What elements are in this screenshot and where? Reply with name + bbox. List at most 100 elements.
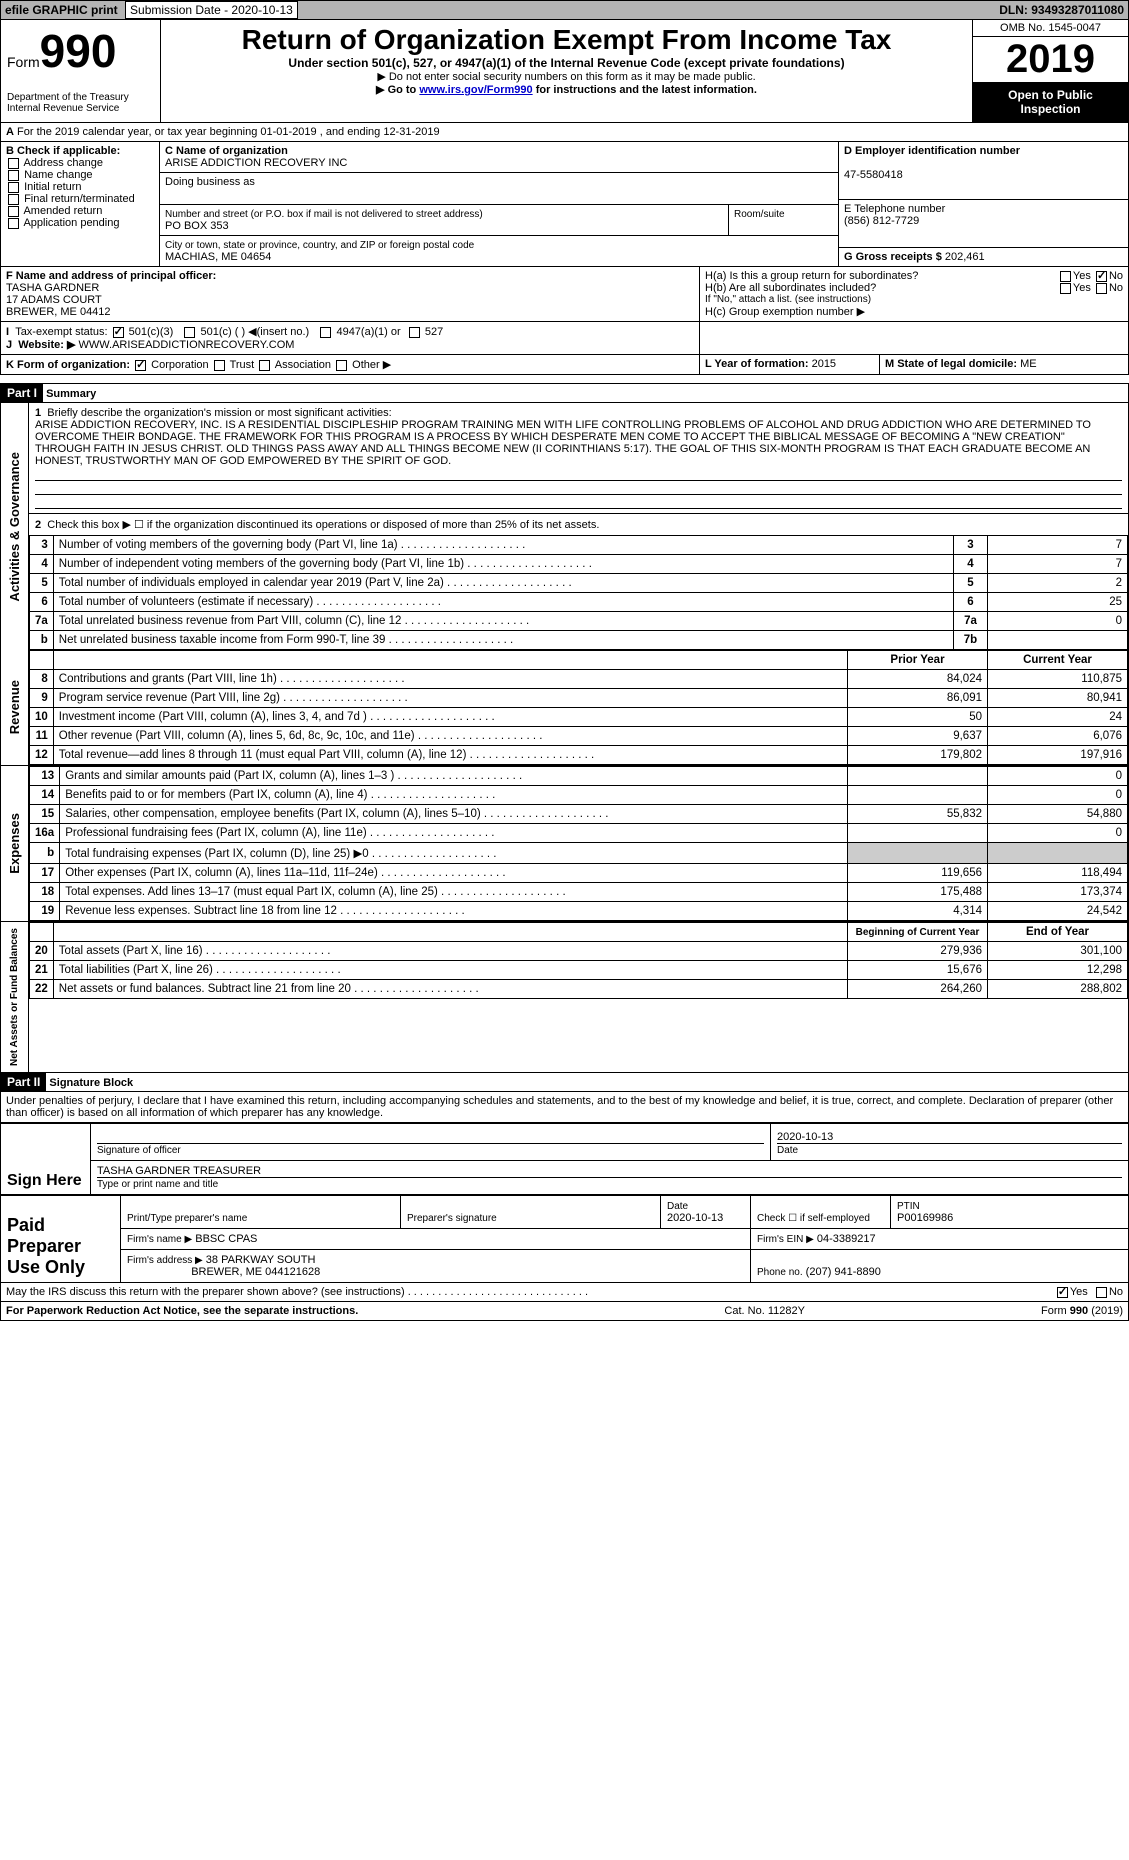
netassets-section: Net Assets or Fund Balances Beginning of… [0, 922, 1129, 1073]
checkbox-other[interactable] [336, 360, 347, 371]
checkbox-initial[interactable] [8, 182, 19, 193]
line-desc: Total assets (Part X, line 16) [53, 942, 847, 961]
checkbox-ha-no[interactable] [1096, 271, 1107, 282]
line-desc: Total revenue—add lines 8 through 11 (mu… [53, 746, 847, 765]
b-opt-2-lbl: Initial return [24, 181, 81, 193]
line2-text: Check this box ▶ ☐ if the organization d… [47, 519, 599, 531]
part2-title: Signature Block [49, 1077, 133, 1089]
side-gov: Activities & Governance [5, 446, 24, 608]
b-opt-0: Address change [6, 157, 154, 169]
prior-year [848, 824, 988, 843]
checkbox-app-pending[interactable] [8, 218, 19, 229]
m-label: M State of legal domicile: [885, 358, 1017, 370]
checkbox-name-change[interactable] [8, 170, 19, 181]
sig-officer-lbl: Signature of officer [97, 1145, 181, 1156]
data-line: 21 Total liabilities (Part X, line 26) 1… [30, 961, 1128, 980]
prior-year: 179,802 [848, 746, 988, 765]
line-desc: Program service revenue (Part VIII, line… [53, 689, 847, 708]
b-opt-2: Initial return [6, 181, 154, 193]
line-num: 20 [30, 942, 54, 961]
line-desc: Net unrelated business taxable income fr… [53, 631, 953, 650]
checkbox-hb-yes[interactable] [1060, 283, 1071, 294]
i-opt1: 501(c)(3) [129, 326, 174, 338]
line-box: 4 [954, 555, 988, 574]
irs-link[interactable]: www.irs.gov/Form990 [419, 84, 532, 96]
data-line: 12 Total revenue—add lines 8 through 11 … [30, 746, 1128, 765]
firm-ein: 04-3389217 [817, 1233, 876, 1245]
b-opt-1-lbl: Name change [24, 169, 93, 181]
cy-hdr: Current Year [988, 651, 1128, 670]
line-desc: Benefits paid to or for members (Part IX… [60, 786, 848, 805]
omb-number: OMB No. 1545-0047 [973, 20, 1128, 37]
line-num: 5 [30, 574, 54, 593]
line-val: 2 [988, 574, 1128, 593]
current-year: 54,880 [988, 805, 1128, 824]
checkbox-final[interactable] [8, 194, 19, 205]
part1-header: Part I Summary [0, 383, 1129, 403]
checkbox-501c3[interactable] [113, 327, 124, 338]
checkbox-addr-change[interactable] [8, 158, 19, 169]
checkbox-assoc[interactable] [259, 360, 270, 371]
line-num: 12 [30, 746, 54, 765]
ein-val: 47-5580418 [844, 169, 903, 181]
prep-date: 2020-10-13 [667, 1212, 723, 1224]
firm-ein-lbl: Firm's EIN ▶ [757, 1234, 814, 1245]
checkbox-527[interactable] [409, 327, 420, 338]
b-opt-1: Name change [6, 169, 154, 181]
tax-year: 2019 [973, 37, 1128, 82]
discuss-line: May the IRS discuss this return with the… [0, 1283, 1129, 1302]
submission-date: Submission Date - 2020-10-13 [125, 1, 298, 19]
city-val: MACHIAS, ME 04654 [165, 251, 271, 263]
firm-name-lbl: Firm's name ▶ [127, 1234, 192, 1245]
discuss-text: May the IRS discuss this return with the… [6, 1286, 405, 1298]
name-title-lbl: Type or print name and title [97, 1179, 218, 1190]
current-year: 118,494 [988, 864, 1128, 883]
checkbox-501c[interactable] [184, 327, 195, 338]
mission-text: ARISE ADDICTION RECOVERY, INC. IS A RESI… [35, 419, 1091, 467]
dept-treasury: Department of the Treasury Internal Reve… [7, 92, 154, 114]
checkbox-trust[interactable] [214, 360, 225, 371]
yes-2: Yes [1073, 282, 1091, 294]
k-other: Other ▶ [352, 359, 391, 371]
line-num: 19 [30, 902, 60, 921]
line-box: 3 [954, 536, 988, 555]
b-opt-0-lbl: Address change [23, 157, 103, 169]
open-inspection: Open to Public Inspection [973, 82, 1128, 122]
perjury-text: Under penalties of perjury, I declare th… [0, 1092, 1129, 1123]
line-num: 17 [30, 864, 60, 883]
checkbox-amended[interactable] [8, 206, 19, 217]
checkbox-4947[interactable] [320, 327, 331, 338]
line-desc: Net assets or fund balances. Subtract li… [53, 980, 847, 999]
prior-year: 119,656 [848, 864, 988, 883]
checkbox-discuss-yes[interactable] [1057, 1287, 1068, 1298]
part2-header: Part II Signature Block [0, 1073, 1129, 1092]
data-line: 14 Benefits paid to or for members (Part… [30, 786, 1128, 805]
prep-name-lbl: Print/Type preparer's name [127, 1213, 247, 1224]
officer-name: TASHA GARDNER [6, 282, 99, 294]
room-label: Room/suite [734, 209, 785, 220]
current-year [988, 843, 1128, 864]
checkbox-corp[interactable] [135, 360, 146, 371]
gov-lines: 3 Number of voting members of the govern… [29, 535, 1128, 650]
h-c-text: H(c) Group exemption number ▶ [705, 305, 1123, 318]
checkbox-hb-no[interactable] [1096, 283, 1107, 294]
checkbox-discuss-no[interactable] [1096, 1287, 1107, 1298]
data-line: 10 Investment income (Part VIII, column … [30, 708, 1128, 727]
line-desc: Total expenses. Add lines 13–17 (must eq… [60, 883, 848, 902]
form-header: Form990 Department of the Treasury Inter… [0, 20, 1129, 123]
line-val: 25 [988, 593, 1128, 612]
line-desc: Total unrelated business revenue from Pa… [53, 612, 953, 631]
current-year: 0 [988, 824, 1128, 843]
prior-year: 50 [848, 708, 988, 727]
line-desc: Total number of volunteers (estimate if … [53, 593, 953, 612]
checkbox-ha-yes[interactable] [1060, 271, 1071, 282]
section-i-j: I Tax-exempt status: 501(c)(3) 501(c) ( … [0, 322, 1129, 355]
prior-year: 55,832 [848, 805, 988, 824]
line-desc: Number of independent voting members of … [53, 555, 953, 574]
line-num: 9 [30, 689, 54, 708]
no-3: No [1109, 1286, 1123, 1298]
firm-phone: (207) 941-8890 [806, 1266, 881, 1278]
gross-receipts: 202,461 [945, 251, 985, 263]
check-self: Check ☐ if self-employed [757, 1213, 870, 1224]
firm-addr1: 38 PARKWAY SOUTH [206, 1254, 316, 1266]
